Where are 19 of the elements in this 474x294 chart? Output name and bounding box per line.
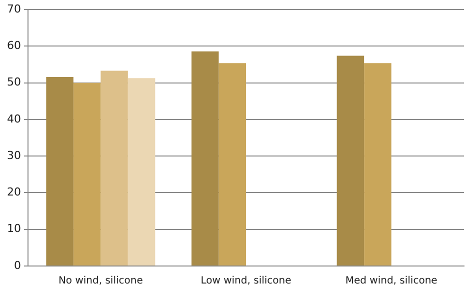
y-tick-label: 60: [6, 39, 21, 52]
bar: [46, 76, 74, 266]
bar: [100, 70, 128, 266]
y-tick-label: 70: [6, 2, 21, 16]
x-tick-label: Low wind, silicone: [200, 276, 292, 287]
y-tick-label: 10: [6, 222, 21, 236]
bar: [364, 63, 392, 266]
y-tick-label: 0: [14, 258, 21, 272]
bar: [73, 82, 101, 266]
bar: [192, 51, 219, 266]
y-tick-label: 50: [6, 76, 21, 89]
bar: [218, 63, 246, 266]
bar: [336, 56, 364, 266]
bar: [128, 78, 156, 266]
y-tick-label: 20: [6, 186, 21, 199]
y-tick-label: 30: [6, 148, 21, 162]
y-tick-label: 40: [6, 112, 21, 126]
x-tick-label: Med wind, silicone: [345, 276, 438, 287]
x-tick-label: No wind, silicone: [58, 276, 143, 287]
